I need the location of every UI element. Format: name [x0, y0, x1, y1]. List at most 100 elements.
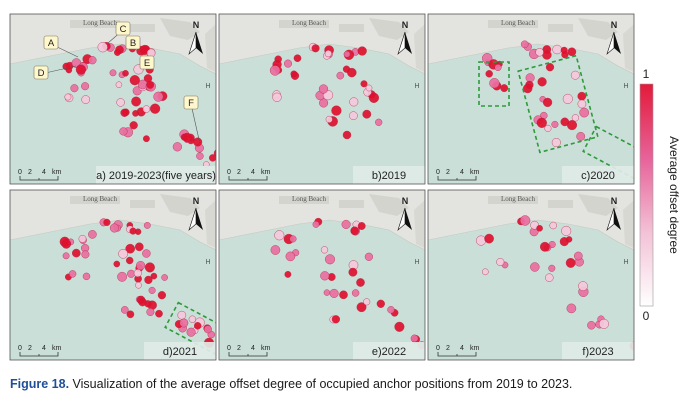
port-terminal — [578, 18, 618, 40]
anchor-position — [349, 97, 359, 107]
north-arrow-light — [397, 31, 406, 55]
anchor-position — [269, 65, 281, 76]
anchor-position — [540, 241, 550, 252]
panel-label-text: a) 2019-2023(five years) — [96, 170, 216, 182]
panel-label: f)2023 — [562, 342, 634, 360]
coastline-east — [623, 24, 634, 72]
anchor-position — [549, 221, 557, 230]
panel-label-box — [562, 166, 634, 184]
highlight-box-d — [478, 61, 510, 107]
scale-tick-label: 4 — [42, 345, 46, 352]
north-arrow-light — [188, 207, 197, 231]
panel-label: a) 2019-2023(five years) — [96, 166, 216, 184]
port-marker-label: H — [623, 259, 628, 266]
anchor-cluster-b — [109, 220, 151, 235]
anchor-position — [290, 70, 298, 78]
anchor-position — [75, 64, 87, 75]
anchor-position — [570, 70, 580, 80]
anchor-position — [146, 81, 155, 89]
anchor-cluster-d — [269, 65, 300, 102]
port-marker-label: H — [414, 83, 419, 90]
coastline-east — [414, 24, 425, 72]
anchor-position — [109, 223, 119, 233]
anchor-position — [356, 302, 367, 313]
anchor-cluster-a — [274, 230, 297, 245]
anchor-cluster-d — [485, 64, 509, 93]
land-area — [10, 14, 216, 75]
anchor-position — [62, 252, 70, 260]
north-label: N — [402, 20, 409, 30]
land-area — [428, 14, 634, 75]
anchor-position — [375, 118, 383, 126]
anchor-position — [285, 251, 296, 262]
north-label: N — [611, 196, 618, 206]
anchor-position — [142, 135, 150, 143]
place-label: Long Beach — [83, 195, 118, 203]
legend-title: Average offset degree — [667, 136, 680, 254]
anchor-position — [341, 219, 351, 229]
color-legend: 1 0 Average offset degree — [639, 67, 680, 323]
anchor-position — [312, 221, 320, 228]
panel-frame — [427, 189, 635, 361]
anchor-position — [562, 93, 573, 104]
scale-bar-line — [437, 352, 477, 357]
anchor-position — [284, 271, 292, 278]
scale-bar: 0 2 4 km — [227, 169, 271, 181]
anchor-position — [116, 98, 125, 107]
scale-tick-label: 2 — [237, 169, 241, 176]
anchor-position — [283, 59, 292, 68]
port-marker-label: H — [414, 259, 419, 266]
scale-tick-label: 2 — [28, 345, 32, 352]
anchor-position — [182, 132, 192, 143]
scale-bar: 0 2 4 km — [18, 345, 62, 357]
anchor-position — [129, 121, 138, 130]
anchor-position — [324, 254, 335, 265]
anchor-position — [138, 297, 147, 307]
anchor-position — [157, 291, 167, 300]
anchor-position — [209, 154, 216, 162]
scale-tick-label: 4 — [251, 345, 255, 352]
anchor-position — [336, 71, 345, 80]
anchor-cluster-e — [109, 64, 168, 143]
anchor-position — [127, 269, 136, 278]
scale-bar-line — [228, 352, 268, 357]
north-arrow-dark — [614, 208, 621, 230]
anchor-position — [188, 315, 196, 323]
anchor-position — [522, 83, 533, 94]
port-marker-label: H — [205, 259, 210, 266]
panel-frame — [9, 189, 217, 361]
callout-e: E — [139, 55, 155, 70]
scale-bar: 0 2 4 km — [227, 345, 271, 357]
anchor-position — [544, 124, 552, 132]
anchor-cluster-c — [517, 215, 531, 226]
north-arrow-dark — [196, 208, 203, 230]
north-arrow-light — [606, 31, 615, 55]
figure-caption: Figure 18. Visualization of the average … — [10, 377, 670, 391]
north-label: N — [193, 20, 200, 30]
anchor-position — [72, 248, 81, 258]
callout-label: B — [130, 38, 136, 49]
anchor-position — [573, 251, 583, 261]
anchor-position — [577, 99, 587, 109]
scale-unit-label: km — [261, 345, 271, 352]
anchor-position — [571, 114, 580, 122]
anchor-position — [70, 84, 79, 93]
anchor-position — [320, 246, 329, 254]
anchor-position — [356, 278, 365, 287]
anchor-position — [348, 267, 358, 277]
anchor-position — [270, 245, 281, 255]
scale-tick-label: 0 — [436, 169, 440, 176]
anchor-position — [81, 82, 90, 91]
scale-tick-label: 0 — [18, 345, 22, 352]
anchor-position — [119, 127, 128, 136]
callout-label: C — [120, 24, 127, 35]
panel-content: Long Beach H N 0 2 4 km b)2019 — [219, 14, 425, 184]
anchor-cluster-d — [270, 245, 300, 278]
scale-tick-label: 0 — [436, 345, 440, 352]
anchor-position — [364, 252, 374, 261]
anchor-position — [126, 310, 135, 319]
anchor-position — [331, 315, 341, 324]
anchor-cluster-c — [308, 42, 320, 53]
anchor-position — [125, 243, 135, 254]
